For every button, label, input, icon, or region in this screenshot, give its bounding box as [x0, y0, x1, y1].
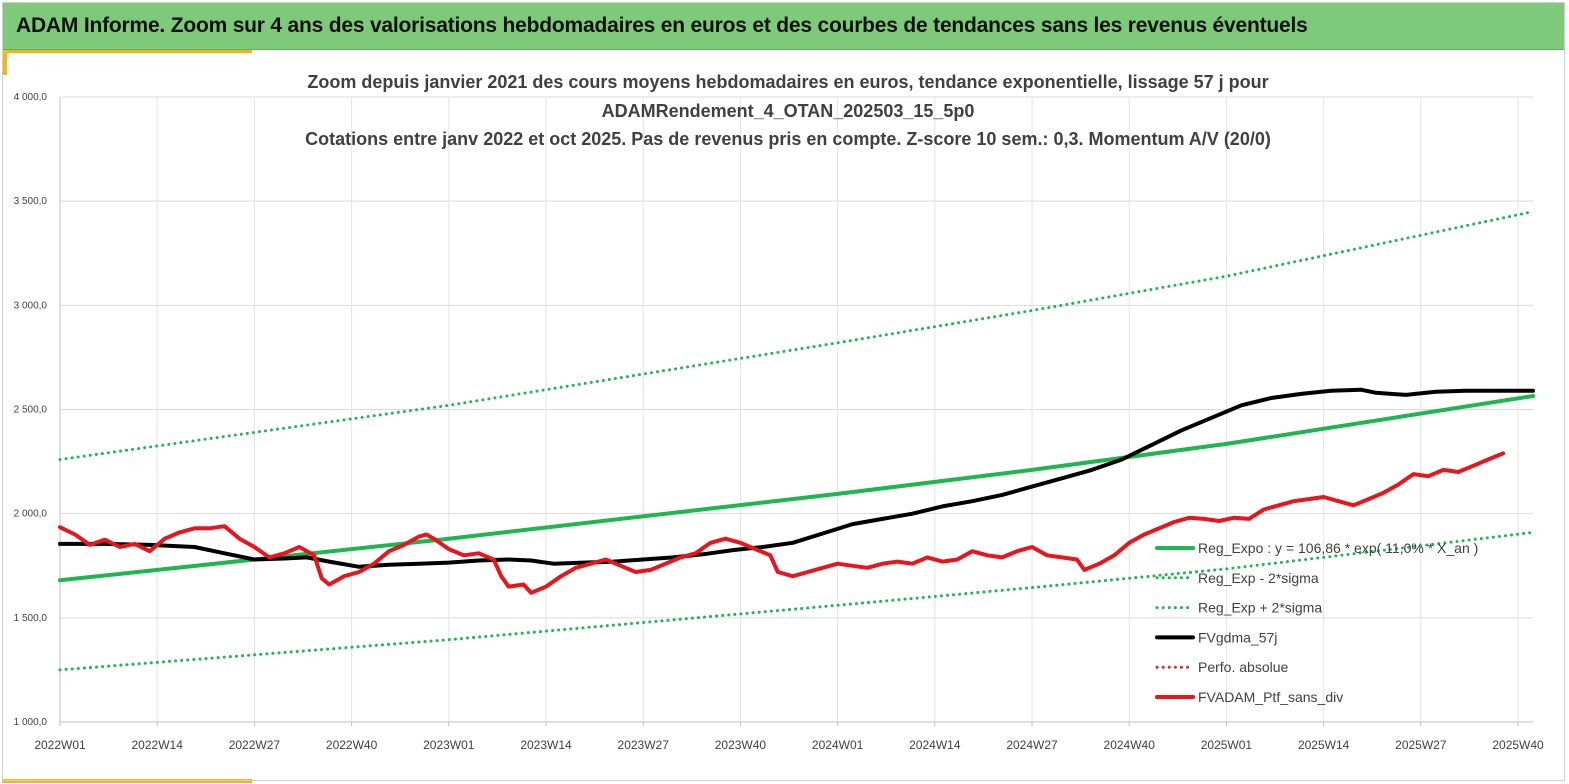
- series-line-5: [58, 451, 1506, 595]
- series-line-3: [58, 387, 1535, 569]
- chart-title-line-1: Zoom depuis janvier 2021 des cours moyen…: [307, 72, 1268, 92]
- chart-title: Zoom depuis janvier 2021 des cours moyen…: [305, 72, 1271, 149]
- page-title: ADAM Informe. Zoom sur 4 ans des valoris…: [16, 14, 1308, 37]
- y-tick-label: 4 000,0: [14, 92, 48, 103]
- y-tick-label: 2 500,0: [14, 405, 48, 416]
- y-tick-label: 3 500,0: [14, 196, 48, 207]
- x-tick-label: 2022W14: [132, 738, 184, 752]
- y-tick-label: 3 000,0: [14, 300, 48, 311]
- legend-label-4: Perfo. absolue: [1198, 659, 1288, 675]
- y-tick-label: 1 000,0: [14, 717, 48, 728]
- grid: [59, 96, 1533, 723]
- chart-title-line-2: ADAMRendement_4_OTAN_202503_15_5p0: [602, 101, 975, 121]
- legend-label-2: Reg_Exp + 2*sigma: [1198, 600, 1322, 616]
- series-line-0: [58, 394, 1535, 583]
- x-tick-label: 2024W40: [1104, 738, 1156, 752]
- y-tick-label: 1 500,0: [14, 613, 48, 624]
- x-tick-label: 2022W40: [326, 738, 378, 752]
- series-line-1: [58, 530, 1535, 672]
- legend-label-1: Reg_Exp - 2*sigma: [1198, 570, 1319, 586]
- series: [58, 210, 1535, 672]
- legend-label-5: FVADAM_Ptf_sans_div: [1198, 689, 1343, 705]
- x-tick-label: 2023W40: [715, 738, 767, 752]
- y-tick-label: 2 000,0: [14, 509, 48, 520]
- x-tick-label: 2022W27: [229, 738, 281, 752]
- chart-title-line-3: Cotations entre janv 2022 et oct 2025. P…: [305, 129, 1271, 149]
- header-banner: ADAM Informe. Zoom sur 4 ans des valoris…: [2, 2, 1565, 50]
- x-tick-label: 2024W14: [909, 738, 961, 752]
- x-tick-label: 2023W01: [423, 738, 475, 752]
- accent-bar-left: [2, 50, 7, 75]
- x-tick-label: 2024W01: [812, 738, 864, 752]
- series-line-2: [58, 210, 1535, 461]
- legend-label-0: Reg_Expo : y = 106,86 * exp( 11,0% * X_a…: [1198, 540, 1478, 556]
- x-tick-label: 2025W40: [1492, 738, 1544, 752]
- legend: Reg_Expo : y = 106,86 * exp( 11,0% * X_a…: [1155, 540, 1478, 705]
- x-tick-label: 2025W14: [1298, 738, 1350, 752]
- x-tick-label: 2024W27: [1006, 738, 1058, 752]
- x-tick-label: 2025W01: [1201, 738, 1253, 752]
- x-tick-label: 2023W27: [618, 738, 670, 752]
- accent-bar-bottom: [2, 779, 252, 783]
- x-tick-label: 2025W27: [1395, 738, 1447, 752]
- x-tick-label: 2022W01: [34, 738, 86, 752]
- legend-label-3: FVgdma_57j: [1198, 629, 1277, 645]
- accent-bar-top: [2, 50, 252, 53]
- y-axis: 1 000,0 1 500,0 2 000,0 2 500,0 3 000,0 3 500…: [14, 92, 61, 728]
- x-tick-label: 2023W14: [520, 738, 572, 752]
- x-axis: 2022W01 2022W14 2022W27 2022W40 2023W01 2023W…: [34, 721, 1544, 752]
